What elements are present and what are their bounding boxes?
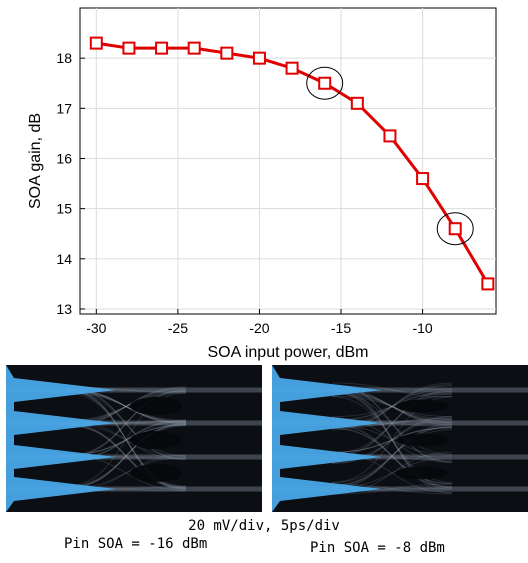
eye-transition-trace: [331, 424, 453, 488]
eye-transition-trace: [65, 425, 187, 487]
data-point-marker: [252, 51, 266, 65]
eye-transition-trace: [331, 393, 453, 454]
eye-transition-trace: [65, 390, 187, 489]
eye-transition-trace: [331, 391, 453, 488]
eye-transition-trace: [331, 382, 453, 431]
data-point-marker: [318, 76, 332, 90]
y-tick-label: 13: [56, 301, 72, 317]
data-point-marker: [481, 277, 495, 291]
x-tick-label: -15: [331, 320, 351, 336]
series-gain: [89, 36, 495, 291]
y-tick-label: 15: [56, 201, 72, 217]
eye-transition-trace: [65, 390, 187, 489]
eye-transition-trace: [65, 391, 187, 456]
eye-transition-trace: [65, 392, 187, 487]
x-tick-label: -30: [86, 320, 106, 336]
eye-transition-trace: [331, 395, 453, 418]
eye-transition-trace: [331, 393, 453, 420]
eye-transition-trace: [331, 382, 453, 398]
eye-transition-trace: [331, 483, 453, 495]
eye-histogram: [272, 365, 382, 512]
y-tick-label: 16: [56, 150, 72, 166]
data-point-marker: [122, 41, 136, 55]
y-tick-label: 18: [56, 50, 72, 66]
eye-transition-trace: [65, 423, 187, 489]
eye-transition-trace: [331, 424, 453, 488]
y-tick-label: 17: [56, 100, 72, 116]
eye-transition-trace: [331, 390, 453, 457]
eye-transition-trace: [65, 424, 187, 488]
eye-transition-trace: [331, 390, 453, 489]
soa-gain-chart: -30 -25 -20 -15 -10 13 14 15 16 17 18 SOA input po…: [27, 7, 497, 361]
eye-right-caption: Pin SOA = -8 dBm: [310, 540, 445, 556]
eye-transition-trace: [65, 424, 187, 488]
eye-left-caption: Pin SOA = -16 dBm: [64, 536, 208, 552]
eye-scale-caption: 20 mV/div, 5ps/div: [188, 518, 340, 534]
y-axis-label: SOA gain, dB: [27, 113, 44, 209]
data-point-marker: [155, 41, 169, 55]
eye-histogram: [6, 365, 116, 512]
eye-transition-trace: [65, 392, 187, 421]
eye-transition-trace: [65, 389, 187, 490]
eye-transition-trace: [331, 483, 453, 495]
eye-diagram-right: [272, 365, 528, 512]
x-tick-label: -25: [168, 320, 188, 336]
highlight-circle: [306, 66, 344, 100]
data-point-marker: [285, 61, 299, 75]
eye-diagram-graphic: [272, 365, 528, 512]
eye-transition-trace: [65, 392, 187, 421]
data-point-marker: [220, 46, 234, 60]
eye-opening: [130, 464, 182, 482]
x-axis-label: SOA input power, dBm: [208, 344, 369, 361]
eye-transition-trace: [331, 395, 453, 418]
eye-transition-trace: [331, 427, 453, 485]
data-point-marker: [89, 36, 103, 50]
eye-transition-trace: [65, 424, 187, 488]
axis-ticks: -30 -25 -20 -15 -10 13 14 15 16 17 18: [56, 50, 432, 336]
eye-transition-trace: [331, 427, 453, 485]
eye-transition-trace: [331, 416, 453, 464]
eye-transition-trace: [331, 427, 453, 453]
data-point-marker: [187, 41, 201, 55]
data-point-marker: [383, 129, 397, 143]
eye-opening: [130, 397, 182, 415]
eye-transition-trace: [331, 417, 453, 429]
plot-area: [79, 7, 497, 315]
eye-transition-trace: [331, 392, 453, 421]
eye-diagram-left: [6, 365, 262, 512]
data-point-marker: [350, 96, 364, 110]
x-tick-label: -10: [412, 320, 432, 336]
eye-opening: [130, 431, 182, 449]
eye-transition-trace: [331, 423, 453, 489]
eye-opening: [396, 433, 448, 447]
eye-transition-trace: [331, 416, 453, 464]
eye-transition-trace: [331, 392, 453, 455]
eye-opening: [396, 466, 448, 480]
eye-transition-trace: [65, 390, 187, 457]
x-tick-label: -20: [249, 320, 269, 336]
eye-diagram-graphic: [6, 365, 262, 512]
eye-transition-trace: [65, 392, 187, 487]
eye-transition-trace: [331, 395, 453, 484]
eye-transition-trace: [331, 429, 453, 483]
eye-transition-trace: [331, 427, 453, 453]
highlight-circle: [436, 212, 474, 246]
eye-transition-trace: [331, 426, 453, 486]
eye-transition-trace: [331, 388, 453, 491]
eye-transition-trace: [331, 385, 453, 395]
eye-opening: [396, 399, 448, 413]
eye-transition-trace: [331, 427, 453, 453]
data-point-marker: [448, 222, 462, 236]
eye-transition-trace: [65, 424, 187, 488]
data-point-marker: [416, 172, 430, 186]
y-tick-label: 14: [56, 251, 72, 267]
eye-transition-trace: [331, 426, 453, 486]
